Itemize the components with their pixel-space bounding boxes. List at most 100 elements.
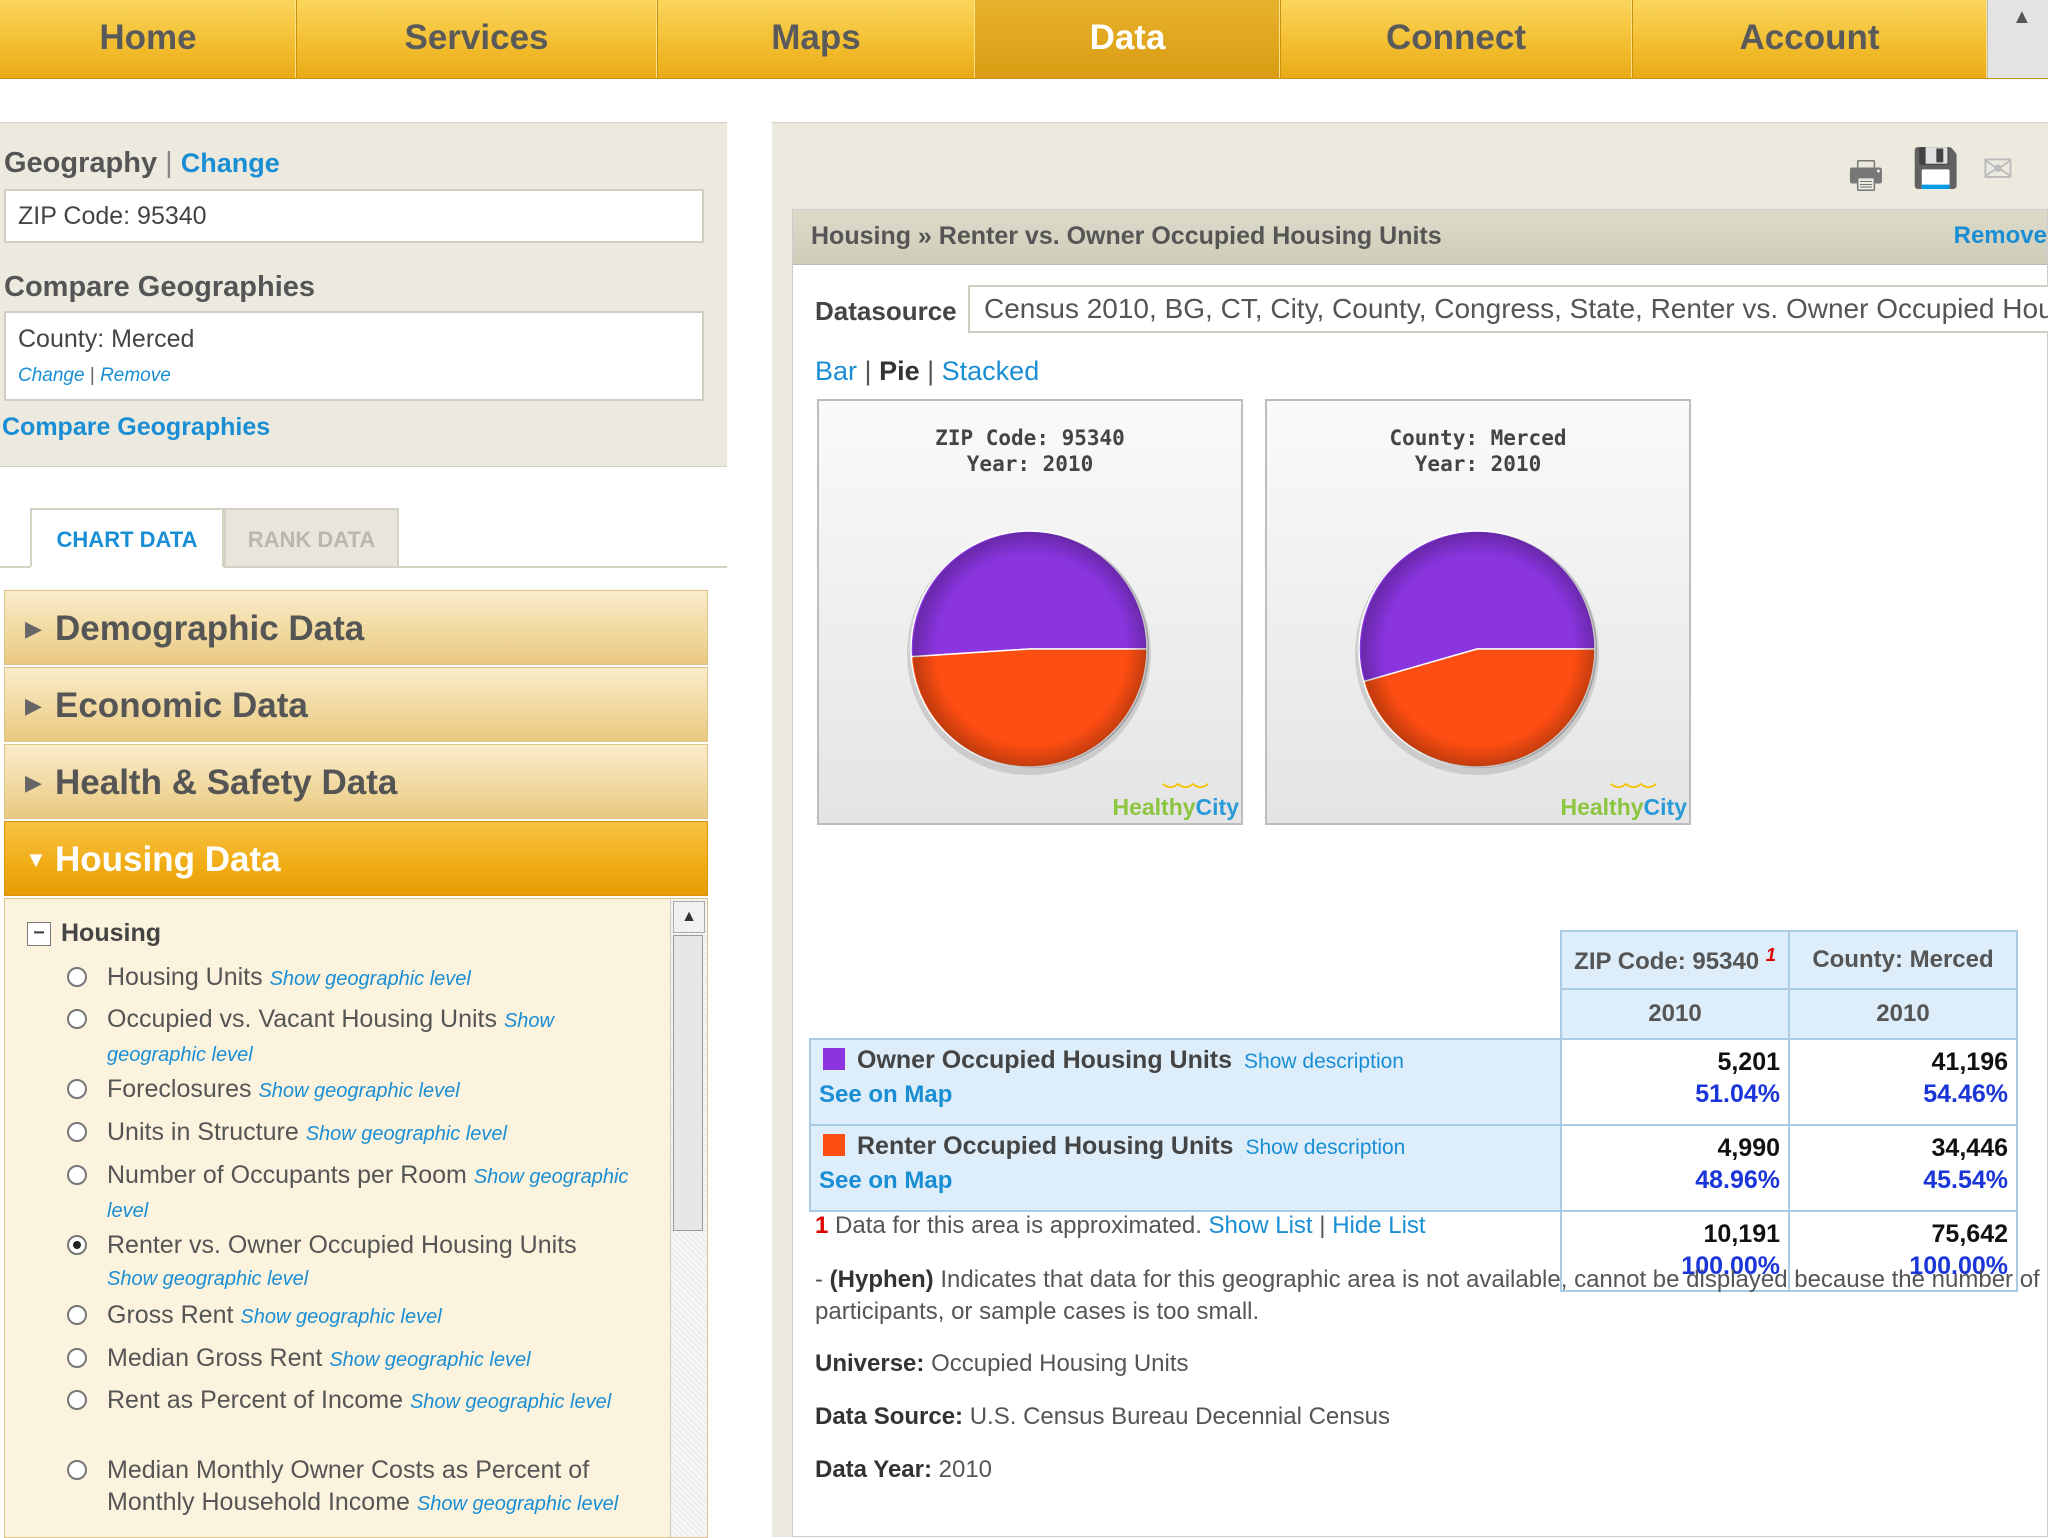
compare-geographies-link[interactable]: Compare Geographies: [2, 413, 271, 441]
show-geographic-level-link[interactable]: Show geographic level: [416, 1493, 619, 1515]
category-housing[interactable]: ▼ Housing Data: [4, 821, 708, 896]
show-description-link[interactable]: Show description: [1244, 1050, 1404, 1073]
category-demographic[interactable]: ▶ Demographic Data: [4, 590, 708, 665]
save-icon[interactable]: 💾: [1912, 148, 1960, 190]
radio-button[interactable]: [67, 1305, 87, 1325]
compare-change-link[interactable]: Change: [18, 365, 85, 386]
scroll-up-arrow-icon[interactable]: ▲: [673, 901, 705, 933]
nav-maps[interactable]: Maps: [657, 0, 976, 78]
show-geographic-level-link[interactable]: Show geographic level: [240, 1306, 442, 1328]
chart-type-stacked[interactable]: Stacked: [941, 356, 1040, 386]
email-icon[interactable]: ✉: [1982, 149, 2014, 191]
category-label: Demographic Data: [55, 609, 365, 648]
table-row: Owner Occupied Housing Units Show descrip…: [809, 1038, 2018, 1126]
value-percent: 54.46%: [1923, 1080, 2008, 1108]
pie-title: County: Merced: [1389, 426, 1567, 450]
data-source-value: U.S. Census Bureau Decennial Census: [969, 1403, 1390, 1430]
compare-remove-link[interactable]: Remove: [100, 365, 171, 386]
option-gross-rent[interactable]: Gross Rent Show geographic level: [67, 1299, 629, 1333]
printer-icon[interactable]: 🖶: [1848, 155, 1884, 197]
radio-button[interactable]: [67, 1165, 87, 1185]
value-percent: 45.54%: [1923, 1166, 2008, 1194]
datasource-select[interactable]: Census 2010, BG, CT, City, County, Congr…: [968, 285, 2048, 333]
separator: |: [864, 356, 872, 386]
show-geographic-level-link[interactable]: Show geographic level: [269, 968, 471, 990]
geography-title: Geography: [4, 147, 158, 179]
value-cell: 34,446 45.54%: [1788, 1124, 2018, 1212]
option-renter-vs-owner[interactable]: Renter vs. Owner Occupied Housing Units …: [67, 1229, 629, 1295]
show-geographic-level-link[interactable]: Show geographic level: [305, 1123, 507, 1145]
collapse-arrow-icon: ▼: [25, 847, 47, 872]
remove-indicator-link[interactable]: Remove: [1953, 222, 2047, 249]
value-cell: 4,990 48.96%: [1560, 1124, 1790, 1212]
option-median-gross-rent[interactable]: Median Gross Rent Show geographic level: [67, 1342, 629, 1376]
hyphen-note: - (Hyphen) Indicates that data for this …: [815, 1264, 2045, 1328]
nav-account[interactable]: Account: [1632, 0, 1988, 78]
collapse-minus-icon[interactable]: −: [27, 922, 51, 946]
show-geographic-level-link[interactable]: Show geographic level: [409, 1391, 612, 1413]
category-label: Economic Data: [55, 686, 308, 725]
tab-rank-data[interactable]: RANK DATA: [224, 508, 399, 568]
show-list-link[interactable]: Show List: [1208, 1212, 1313, 1239]
geography-panel: Geography | Change ZIP Code: 95340 Compa…: [0, 122, 727, 467]
total-cell: 75,642 100.00%: [1788, 1210, 2018, 1292]
data-year-value: 2010: [938, 1456, 993, 1483]
nav-connect[interactable]: Connect: [1280, 0, 1633, 78]
value-cell: 41,196 54.46%: [1788, 1038, 2018, 1126]
show-geographic-level-link[interactable]: Show geographic level: [107, 1268, 309, 1290]
option-foreclosures[interactable]: Foreclosures Show geographic level: [67, 1073, 629, 1107]
header-label: ZIP Code: 95340: [1574, 947, 1760, 975]
option-label: Number of Occupants per Room: [107, 1161, 467, 1189]
scroll-up-icon[interactable]: ▲: [2012, 6, 2032, 28]
radio-button[interactable]: [67, 1390, 87, 1410]
compare-actions: Change | Remove: [18, 365, 171, 387]
see-on-map-link[interactable]: See on Map: [819, 1167, 953, 1194]
option-housing-units[interactable]: Housing Units Show geographic level: [67, 961, 629, 995]
footnote-marker[interactable]: 1: [1765, 944, 1776, 965]
nav-home[interactable]: Home: [0, 0, 297, 78]
option-owner-costs-percent[interactable]: Median Monthly Owner Costs as Percent of…: [67, 1454, 629, 1520]
hide-list-link[interactable]: Hide List: [1332, 1212, 1426, 1239]
see-on-map-link[interactable]: See on Map: [819, 1081, 953, 1108]
footnote-line: 1 Data for this area is approximated. Sh…: [815, 1210, 2045, 1242]
chart-type-pie[interactable]: Pie: [879, 356, 920, 386]
year-header: 2010: [1560, 988, 1790, 1040]
option-occupants-per-room[interactable]: Number of Occupants per Room Show geogra…: [67, 1159, 629, 1227]
value-percent: 48.96%: [1695, 1166, 1780, 1194]
show-description-link[interactable]: Show description: [1245, 1136, 1406, 1159]
value-count: 4,990: [1717, 1134, 1780, 1162]
column-header-zip: ZIP Code: 95340 1: [1560, 930, 1790, 990]
show-geographic-level-link[interactable]: Show geographic level: [258, 1080, 460, 1102]
radio-button[interactable]: [67, 1460, 87, 1480]
footnote-text: Data for this area is approximated.: [835, 1212, 1202, 1239]
radio-button[interactable]: [67, 1348, 87, 1368]
tab-chart-data[interactable]: CHART DATA: [30, 508, 224, 568]
radio-button[interactable]: [67, 1079, 87, 1099]
option-units-in-structure[interactable]: Units in Structure Show geographic level: [67, 1116, 629, 1150]
radio-button[interactable]: [67, 1009, 87, 1029]
option-occupied-vacant[interactable]: Occupied vs. Vacant Housing Units Show g…: [67, 1003, 629, 1071]
radio-button[interactable]: [67, 967, 87, 987]
show-geographic-level-link[interactable]: Show geographic level: [107, 1010, 554, 1066]
radio-button[interactable]: [67, 1122, 87, 1142]
show-geographic-level-link[interactable]: Show geographic level: [107, 1166, 629, 1222]
category-economic[interactable]: ▶ Economic Data: [4, 667, 708, 742]
total-count: 10,191: [1703, 1220, 1780, 1248]
scrollbar-thumb[interactable]: [673, 935, 703, 1231]
option-rent-percent-income[interactable]: Rent as Percent of Income Show geographi…: [67, 1384, 629, 1418]
compare-geographies-heading: Compare Geographies: [4, 271, 316, 303]
nav-data[interactable]: Data: [975, 0, 1281, 78]
separator: |: [927, 356, 935, 386]
chart-type-bar[interactable]: Bar: [815, 356, 858, 386]
option-label: Median Gross Rent: [107, 1344, 323, 1372]
nav-services[interactable]: Services: [296, 0, 658, 78]
radio-button-selected[interactable]: [67, 1235, 87, 1255]
change-geography-link[interactable]: Change: [180, 148, 280, 178]
category-health-safety[interactable]: ▶ Health & Safety Data: [4, 744, 708, 819]
tree-scrollbar[interactable]: ▲: [670, 899, 707, 1537]
value-percent: 51.04%: [1695, 1080, 1780, 1108]
housing-tree: − Housing Housing Units Show geographic l…: [4, 898, 708, 1538]
show-geographic-level-link[interactable]: Show geographic level: [329, 1349, 531, 1371]
window-scroll-corner[interactable]: ▲: [1987, 0, 2048, 78]
option-label: Foreclosures: [107, 1075, 252, 1103]
